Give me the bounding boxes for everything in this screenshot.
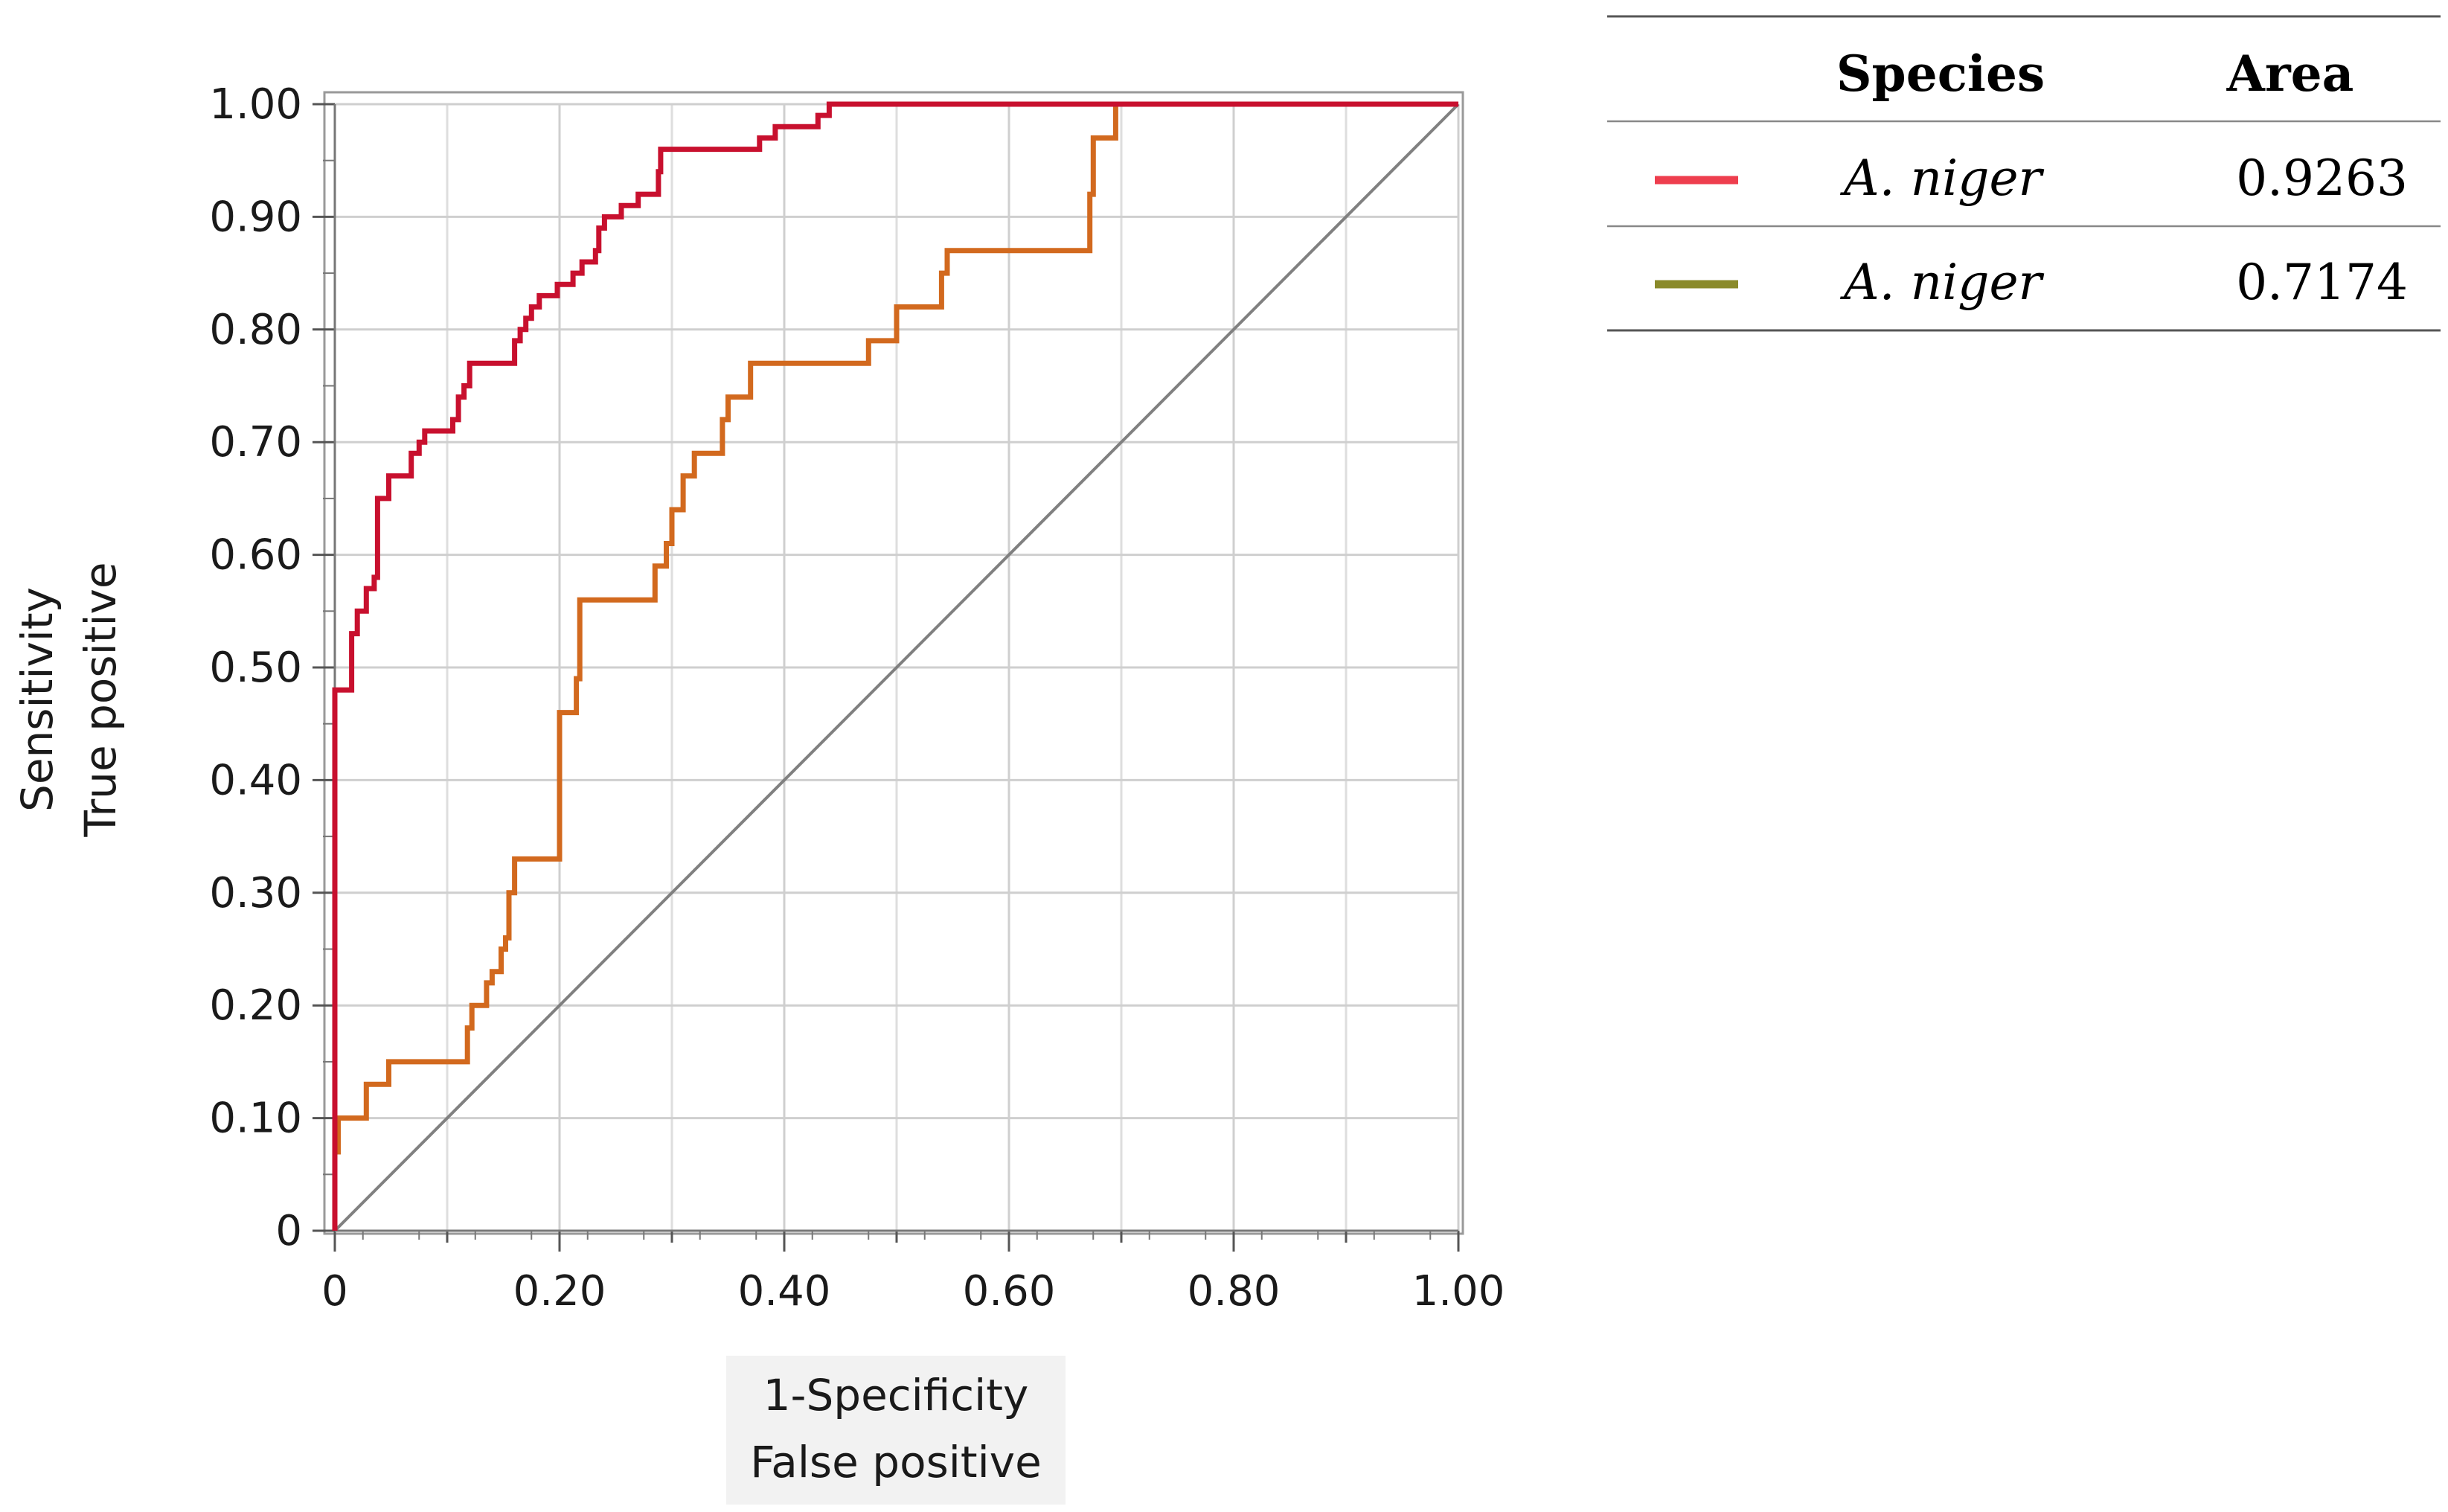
x-tick-label: 0.40 [738, 1267, 831, 1316]
row1-species: A. niger [1839, 150, 2045, 207]
x-tick-label: 1.00 [1412, 1267, 1505, 1316]
x-axis-title-line2: False positive [750, 1437, 1042, 1487]
y-tick-label: 0.40 [209, 756, 302, 804]
row2-species: A. niger [1839, 254, 2045, 311]
y-axis-title: Sensitivity True positive [12, 562, 126, 837]
y-tick-label: 0.20 [209, 981, 302, 1030]
y-tick-label: 1.00 [209, 80, 302, 129]
y-tick-label: 0.60 [209, 531, 302, 580]
x-axis: 0 0.20 0.40 0.60 0.80 1.00 [321, 1229, 1505, 1316]
y-tick-label: 0.10 [209, 1095, 302, 1143]
roc-curve-2 [332, 101, 1458, 1231]
reference-diagonal-line [333, 103, 1460, 1232]
plot-background [323, 91, 1464, 1235]
y-axis-title-line2: True positive [75, 562, 126, 837]
header-area: Area [2226, 45, 2354, 103]
y-tick-label: 0.90 [209, 193, 302, 241]
x-tick-label: 0 [321, 1267, 348, 1316]
header-species: Species [1836, 45, 2045, 103]
y-tick-label: 0.80 [209, 306, 302, 354]
x-tick-label: 0.60 [963, 1267, 1056, 1316]
y-tick-label: 0.30 [209, 869, 302, 917]
roc-curve-1 [332, 101, 1458, 1231]
row1-area: 0.9263 [2236, 150, 2408, 207]
legend-table: Species Area A. niger 0.9263 A. niger 0.… [1607, 15, 2441, 332]
x-axis-title-line1: 1-Specificity [763, 1370, 1029, 1420]
y-tick-label: 0.70 [209, 418, 302, 467]
row2-area: 0.7174 [2236, 254, 2408, 311]
x-axis-title-box [726, 1356, 1066, 1505]
x-tick-label: 0.20 [513, 1267, 606, 1316]
x-tick-label: 0.80 [1188, 1267, 1281, 1316]
y-tick-label: 0.50 [209, 644, 302, 692]
series-layer [332, 101, 1460, 1232]
y-tick-label: 0 [275, 1207, 302, 1255]
y-axis: 0 0.10 0.20 0.30 0.40 0.50 0.60 0.70 0.80 0.90 1.0… [209, 80, 336, 1255]
y-axis-title-line1: Sensitivity [12, 587, 63, 812]
